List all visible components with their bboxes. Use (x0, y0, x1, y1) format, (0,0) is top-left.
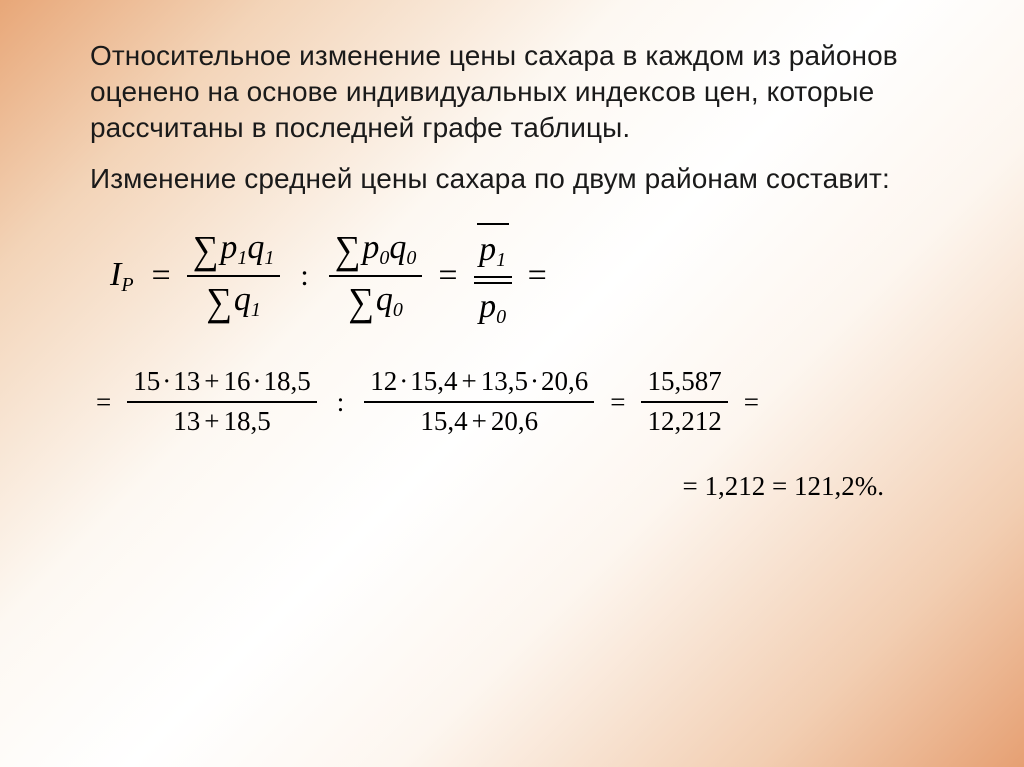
formula-index-definition: IP = ∑p1q1 ∑q1 : ∑p0q0 ∑q0 = (110, 223, 954, 329)
multiply-dot: · (162, 366, 171, 396)
var-q: q (389, 229, 406, 266)
sub-1: 1 (251, 299, 261, 321)
sub-1: 1 (264, 247, 274, 269)
plus-sign: + (204, 366, 219, 396)
subscript-P: P (121, 274, 133, 296)
division-colon: : (337, 387, 345, 418)
multiply-dot: · (252, 366, 261, 396)
denominator: 15,4+20,6 (414, 403, 544, 441)
var-p: p (220, 229, 237, 266)
plus-sign: + (472, 406, 487, 436)
fraction-bar (474, 276, 512, 278)
equals-sign: = (528, 257, 547, 295)
fraction-pbar1-over-pbar0: p1 p0 (474, 223, 512, 329)
numerator: ∑p0q0 (329, 225, 423, 275)
numerator-pbar1: p1 (475, 231, 510, 274)
equals-sign: = (610, 387, 625, 418)
plus-sign: + (204, 406, 219, 436)
numerator: 15,587 (641, 363, 727, 401)
equals-sign: = (744, 387, 759, 418)
equals-sign: = (96, 387, 111, 418)
result-line: = 1,212 = 121,2%. (90, 471, 954, 502)
slide: Относительное изменение цены сахара в ка… (0, 0, 1024, 767)
calc-fraction-2: 12·15,4+13,5·20,6 15,4+20,6 (364, 363, 594, 441)
numerator: 12·15,4+13,5·20,6 (364, 363, 594, 401)
numerator: 15·13+16·18,5 (127, 363, 316, 401)
num-value: 18,5 (263, 366, 310, 396)
denominator-p0: p0 (479, 286, 506, 329)
var-p: p (362, 229, 379, 266)
num-value: 13,5 (481, 366, 528, 396)
multiply-dot: · (399, 366, 408, 396)
var-q: q (376, 281, 393, 318)
multiply-dot: · (530, 366, 539, 396)
var-q: q (247, 229, 264, 266)
fraction-p0q0-over-q0: ∑p0q0 ∑q0 (329, 225, 423, 327)
num-value: 13 (173, 406, 200, 436)
sub-0: 0 (393, 299, 403, 321)
num-value: 15,4 (420, 406, 467, 436)
num-value: 15,4 (410, 366, 457, 396)
symbol-I: I (110, 256, 121, 293)
sigma-icon: ∑ (206, 278, 232, 328)
sub-1: 1 (237, 247, 247, 269)
num-value: 15 (133, 366, 160, 396)
sigma-icon: ∑ (193, 226, 219, 276)
num-value: 16 (223, 366, 250, 396)
num-value: 20,6 (541, 366, 588, 396)
var-p: p (479, 231, 496, 268)
equals-sign: = (152, 257, 171, 295)
num-value: 13 (173, 366, 200, 396)
var-q: q (234, 281, 251, 318)
sub-0: 0 (406, 247, 416, 269)
denominator: 13+18,5 (167, 403, 276, 441)
calc-fraction-1: 15·13+16·18,5 13+18,5 (127, 363, 316, 441)
calc-fraction-result: 15,587 12,212 (641, 363, 727, 441)
sub-1: 1 (496, 249, 506, 271)
denominator: 12,212 (641, 403, 727, 441)
paragraph-2: Изменение средней цены сахара по двум ра… (90, 161, 954, 197)
paragraph-1: Относительное изменение цены сахара в ка… (90, 38, 954, 145)
fraction-p1q1-over-q1: ∑p1q1 ∑q1 (187, 225, 281, 327)
denominator: ∑q1 (200, 277, 267, 327)
equals-sign: = (438, 257, 457, 295)
plus-sign: + (461, 366, 476, 396)
division-colon: : (300, 259, 308, 293)
num-value: 20,6 (491, 406, 538, 436)
sub-0: 0 (496, 306, 506, 328)
sigma-icon: ∑ (335, 226, 361, 276)
sigma-icon: ∑ (348, 278, 374, 328)
overline-bar (474, 282, 512, 284)
denominator: ∑q0 (342, 277, 409, 327)
formula-lhs: IP (110, 256, 134, 297)
sub-0: 0 (379, 247, 389, 269)
numerator: ∑p1q1 (187, 225, 281, 275)
formula-calculation: = 15·13+16·18,5 13+18,5 : 12·15,4+13,5·2… (86, 363, 954, 441)
num-value: 18,5 (223, 406, 270, 436)
overline-bar (477, 223, 509, 225)
num-value: 12 (370, 366, 397, 396)
var-p: p (479, 288, 496, 325)
